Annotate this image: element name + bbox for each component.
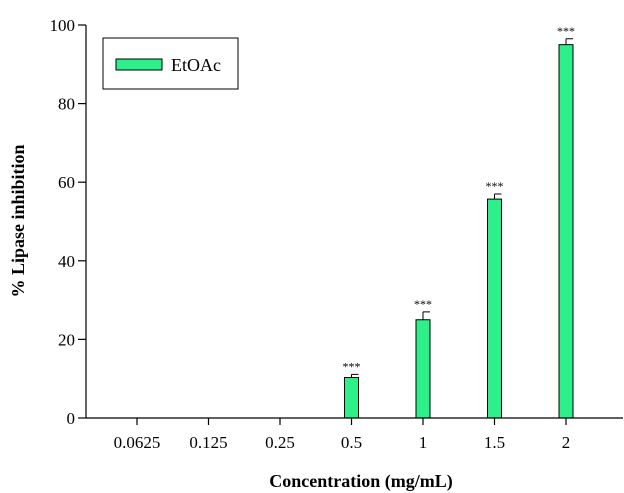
y-tick-label: 0 (67, 409, 76, 428)
x-tick-label: 0.0625 (114, 433, 161, 452)
significance-label: *** (486, 179, 504, 193)
y-tick-label: 40 (58, 252, 75, 271)
legend-label: EtOAc (171, 55, 221, 75)
y-tick-label: 80 (58, 95, 75, 114)
legend-swatch (115, 58, 163, 71)
y-tick-label: 60 (58, 173, 75, 192)
significance-label: *** (414, 297, 432, 311)
bar (344, 377, 359, 419)
significance-label: *** (557, 24, 575, 38)
axes-layer (78, 24, 623, 425)
bar (415, 319, 431, 419)
y-axis-title: % Lipase inhibition (8, 144, 28, 297)
significance-label: *** (343, 359, 361, 373)
bar (558, 44, 574, 419)
bars-layer (344, 38, 574, 419)
legend: EtOAc (102, 37, 239, 90)
y-tick-label: 100 (50, 16, 76, 35)
x-tick-label: 0.5 (341, 433, 362, 452)
x-tick-label: 0.25 (265, 433, 295, 452)
bar (487, 198, 502, 419)
x-tick-label: 1 (419, 433, 428, 452)
x-axis-title: Concentration (mg/mL) (269, 471, 452, 492)
x-tick-label: 0.125 (189, 433, 227, 452)
x-tick-label: 2 (562, 433, 571, 452)
labels-layer: *** *** *** *** 0 20 40 60 80 100 0.0625 0.125 0.25 0… (50, 16, 576, 452)
x-tick-label: 1.5 (484, 433, 505, 452)
y-tick-label: 20 (58, 330, 75, 349)
